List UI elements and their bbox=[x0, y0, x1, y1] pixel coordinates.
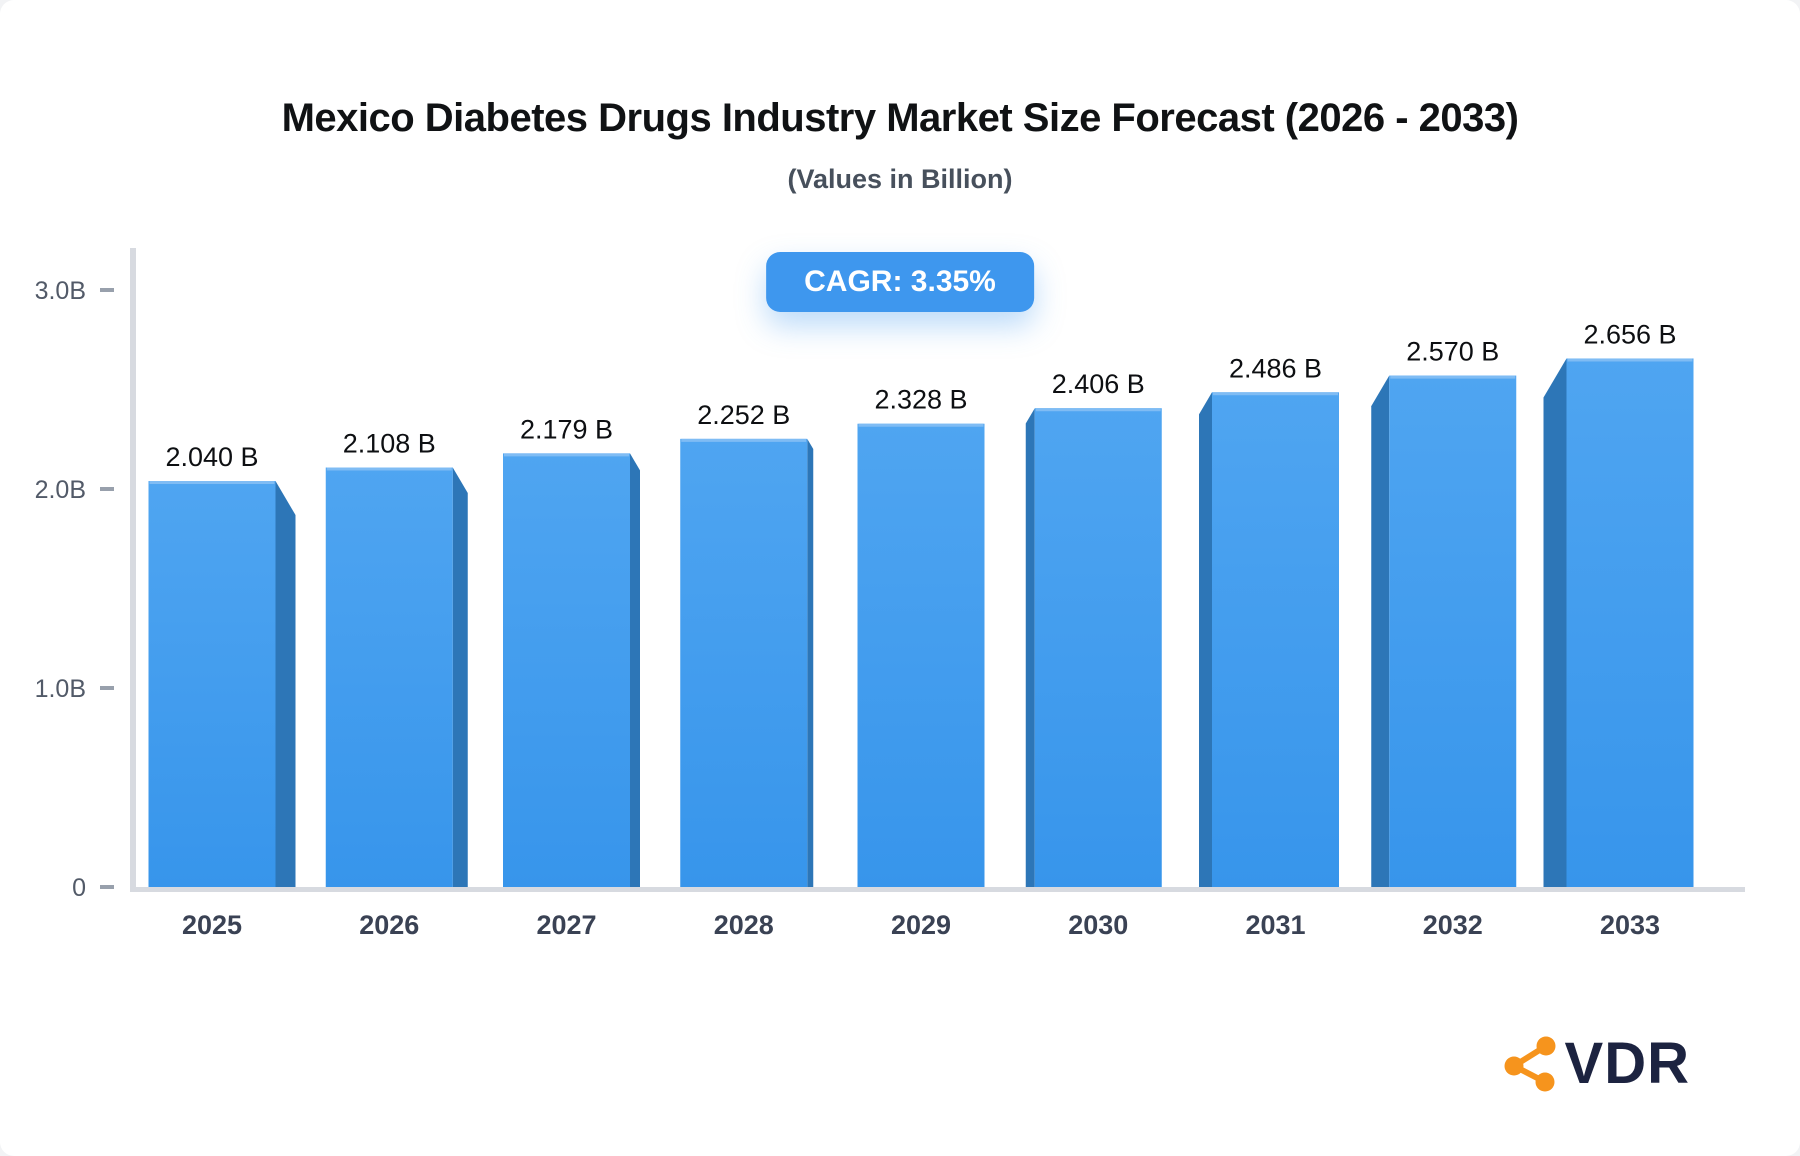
x-axis-label: 2025 bbox=[182, 910, 242, 940]
y-axis-label: 2.0B bbox=[35, 476, 86, 504]
bar-side-face bbox=[275, 481, 296, 887]
bar-side-face bbox=[1371, 375, 1390, 887]
y-tick-dash bbox=[100, 686, 114, 690]
bar-side-face bbox=[1543, 358, 1567, 887]
bar bbox=[1034, 408, 1162, 887]
y-tick-dash bbox=[100, 487, 114, 491]
x-axis-label: 2033 bbox=[1600, 910, 1660, 940]
y-axis-label: 0 bbox=[72, 874, 86, 902]
x-axis-label: 2031 bbox=[1245, 910, 1305, 940]
brand-name: VDR bbox=[1564, 1031, 1690, 1096]
y-axis-label: 3.0B bbox=[35, 277, 86, 305]
x-axis-label: 2030 bbox=[1068, 910, 1128, 940]
bar bbox=[1566, 358, 1694, 887]
x-axis-label: 2027 bbox=[536, 910, 596, 940]
y-tick-dash bbox=[100, 288, 114, 292]
y-axis-label: 1.0B bbox=[35, 675, 86, 703]
bar-value-label: 2.040 B bbox=[165, 442, 258, 472]
y-axis-line bbox=[130, 248, 136, 892]
chart-title: Mexico Diabetes Drugs Industry Market Si… bbox=[281, 96, 1519, 140]
cagr-badge: CAGR: 3.35% bbox=[766, 252, 1034, 312]
bar-chart: 0 1.0B 2.0B 3.0B 2.040 B 2025 2.108 B 2026 2.179… bbox=[35, 248, 1745, 940]
x-axis-label: 2028 bbox=[714, 910, 774, 940]
x-axis-label: 2029 bbox=[891, 910, 951, 940]
share-network-icon bbox=[1504, 1036, 1556, 1092]
bar-side-face bbox=[1025, 408, 1035, 887]
x-axis-label: 2032 bbox=[1423, 910, 1483, 940]
bar-side-face bbox=[807, 438, 814, 887]
bar-value-label: 2.406 B bbox=[1052, 369, 1145, 399]
bar-side-face bbox=[630, 453, 640, 887]
bar bbox=[1389, 375, 1517, 887]
brand-logo: VDR bbox=[1503, 1034, 1690, 1094]
chart-subtitle: (Values in Billion) bbox=[787, 164, 1013, 194]
bar-value-label: 2.656 B bbox=[1583, 319, 1676, 349]
bar-value-label: 2.486 B bbox=[1229, 353, 1322, 383]
bar bbox=[503, 453, 630, 887]
bar-value-label: 2.252 B bbox=[697, 400, 790, 430]
bar-side-face bbox=[452, 467, 468, 887]
bar-value-label: 2.108 B bbox=[343, 429, 436, 459]
x-axis-label: 2026 bbox=[359, 910, 419, 940]
bar-value-label: 2.570 B bbox=[1406, 337, 1499, 367]
bar-side-face bbox=[1199, 392, 1212, 887]
bar-value-label: 2.328 B bbox=[874, 385, 967, 415]
bar-value-label: 2.179 B bbox=[520, 414, 613, 444]
bar bbox=[680, 438, 808, 887]
y-tick-dash bbox=[100, 885, 114, 889]
bar bbox=[325, 467, 453, 887]
bar bbox=[148, 481, 276, 887]
bar bbox=[857, 423, 985, 887]
x-axis-baseline bbox=[130, 887, 1745, 892]
bar bbox=[1212, 392, 1339, 887]
